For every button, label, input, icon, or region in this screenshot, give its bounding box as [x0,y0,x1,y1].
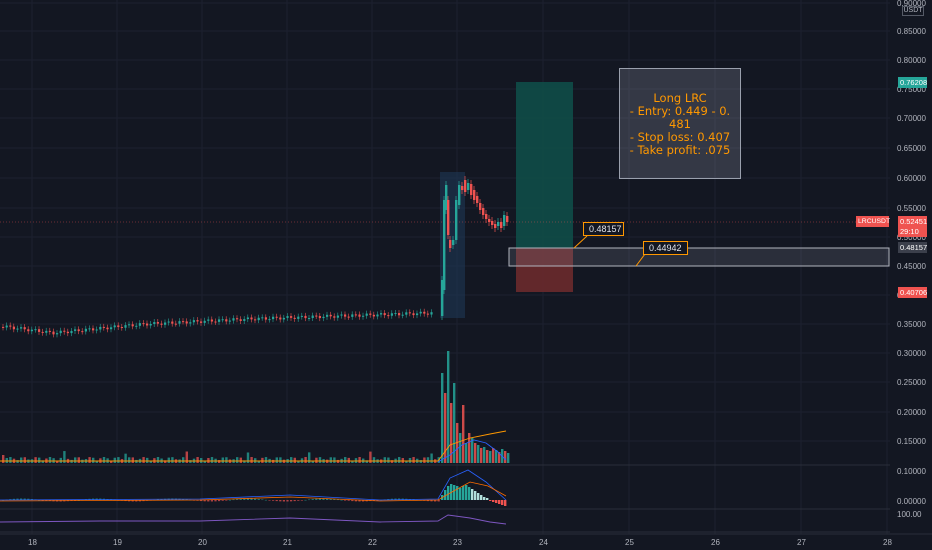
price-tick-label: 0.45000 [897,262,926,271]
date-tick-label: 18 [28,538,37,547]
price-tick-label: 100.00 [897,510,922,519]
rsi-line [0,514,507,525]
stop-loss-price-tag: 0.40706 [898,287,928,298]
time-axis[interactable] [0,534,932,550]
stop-loss-zone[interactable] [516,248,573,292]
price-tick-label: 0.75000 [897,85,926,94]
price-tick-label: 0.60000 [897,174,926,183]
price-tick-label: 0.35000 [897,320,926,329]
macd-line [0,469,507,501]
date-tick-label: 25 [625,538,634,547]
take-profit-zone[interactable] [516,82,573,248]
callout-leader-lower [635,253,646,267]
price-tick-label: 0.10000 [897,467,926,476]
date-tick-label: 20 [198,538,207,547]
entry-range-box[interactable] [508,247,890,267]
callout-leader-upper [573,235,588,249]
date-tick-label: 24 [539,538,548,547]
date-tick-label: 22 [368,538,377,547]
date-tick-label: 27 [797,538,806,547]
volume-bars [2,351,510,463]
note-line: Long LRC [653,91,707,105]
note-line: - Stop loss: 0.407 [629,130,731,144]
date-tick-label: 26 [711,538,720,547]
price-tick-label: 0.25000 [897,378,926,387]
price-tick-label: 0.30000 [897,349,926,358]
note-line: 481 [669,117,691,131]
price-axis-ticks: 0.90000 0.85000 0.80000 0.75000 0.70000 0.650… [897,0,926,519]
price-tick-label: 0.15000 [897,437,926,446]
price-axis[interactable] [890,0,932,534]
price-tick-label: 0.80000 [897,56,926,65]
time-axis-ticks: 18 19 20 21 22 23 24 25 26 27 28 [28,538,892,547]
price-tick-label: 0.85000 [897,27,926,36]
entry-price-tag: 0.48157 [898,242,928,253]
price-tick-label: 0.00000 [897,497,926,506]
take-profit-price-tag: 0.76208 [898,77,928,88]
price-candles [2,176,509,338]
date-tick-label: 21 [283,538,292,547]
price-tick-label: 0.55000 [897,204,926,213]
date-tick-label: 28 [883,538,892,547]
volume-ma2-line [437,439,507,463]
currency-label[interactable]: USDT [902,6,924,16]
volume-ma-line [0,430,507,462]
callout-lower[interactable]: 0.44942 [643,241,688,255]
date-tick-label: 23 [453,538,462,547]
price-tick-label: 0.90000 [897,0,926,8]
callout-upper[interactable]: 0.48157 [583,222,624,236]
macd-signal-line [0,481,507,502]
note-line: - Take profit: .075 [629,143,731,157]
note-line: - Entry: 0.449 - 0. [629,104,731,118]
trade-note[interactable]: Long LRC - Entry: 0.449 - 0. 481 - Stop … [619,68,741,179]
grid-lines [0,0,890,534]
date-tick-label: 19 [113,538,122,547]
symbol-tag: LRCUSDT [856,216,891,227]
price-tick-label: 0.70000 [897,114,926,123]
price-tick-label: 0.50000 [897,233,926,242]
price-tick-label: 0.20000 [897,408,926,417]
countdown-tag: 29:10 [898,226,927,237]
last-price-tag: 0.52451 [898,216,928,227]
price-tick-label: 0.65000 [897,144,926,153]
